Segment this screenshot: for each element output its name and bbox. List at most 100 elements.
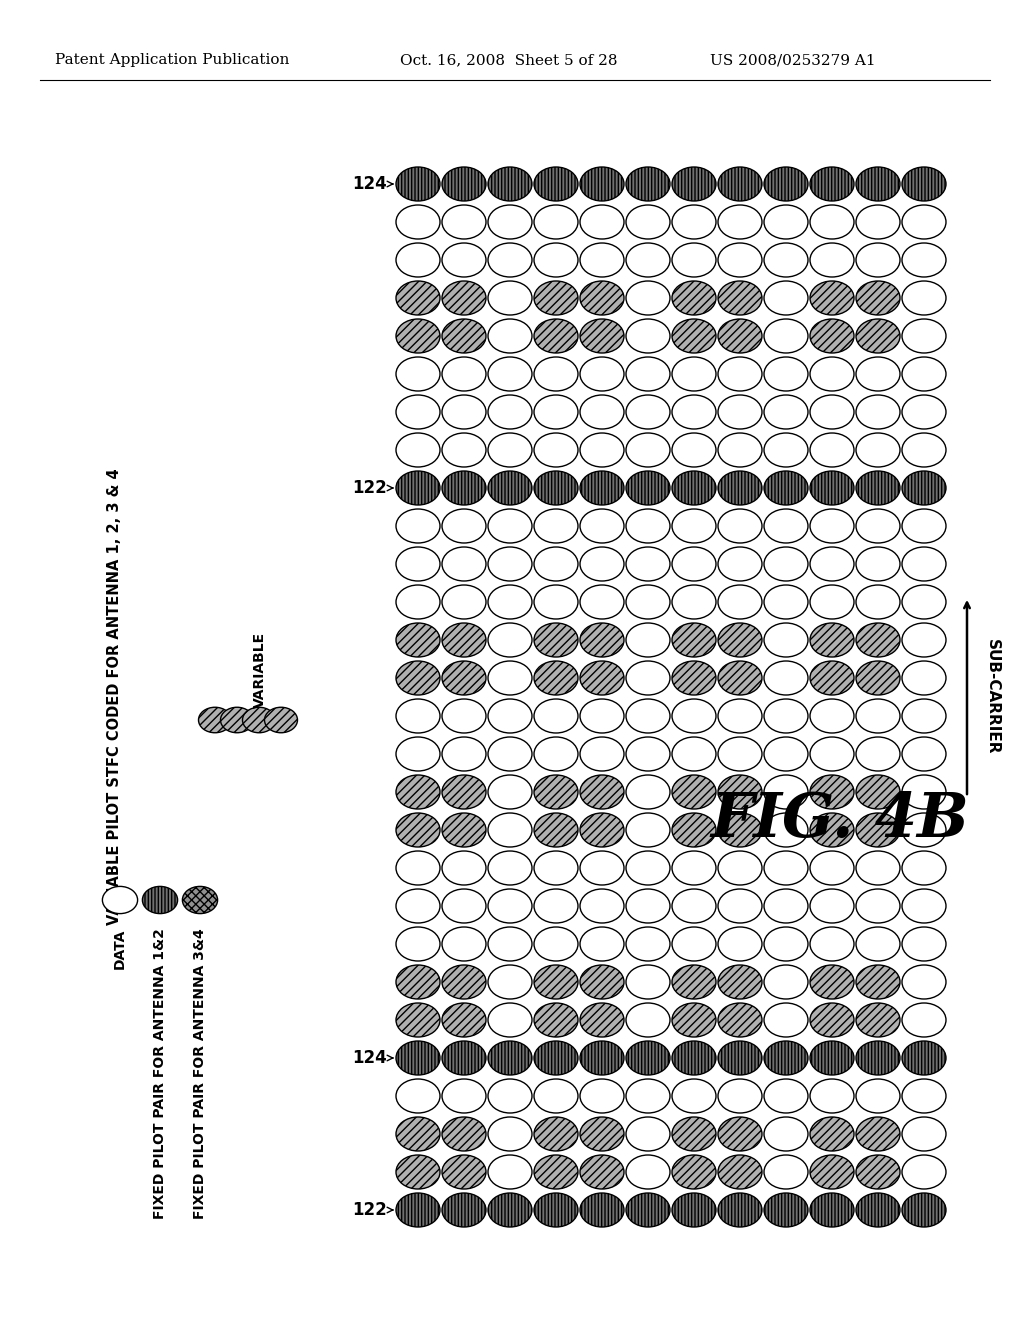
Ellipse shape — [718, 510, 762, 543]
Ellipse shape — [580, 433, 624, 467]
Ellipse shape — [718, 1155, 762, 1189]
Ellipse shape — [764, 205, 808, 239]
Ellipse shape — [396, 1117, 440, 1151]
Text: 124: 124 — [352, 176, 387, 193]
Ellipse shape — [488, 1041, 532, 1074]
Ellipse shape — [580, 319, 624, 352]
Ellipse shape — [764, 661, 808, 696]
Ellipse shape — [672, 168, 716, 201]
Ellipse shape — [902, 1117, 946, 1151]
Ellipse shape — [534, 775, 578, 809]
Ellipse shape — [764, 433, 808, 467]
Ellipse shape — [810, 927, 854, 961]
Ellipse shape — [442, 510, 486, 543]
Ellipse shape — [488, 546, 532, 581]
Ellipse shape — [534, 888, 578, 923]
Ellipse shape — [856, 661, 900, 696]
Ellipse shape — [902, 433, 946, 467]
Ellipse shape — [856, 1041, 900, 1074]
Ellipse shape — [672, 661, 716, 696]
Ellipse shape — [810, 356, 854, 391]
Text: SUB-CARRIER: SUB-CARRIER — [985, 639, 1000, 755]
Ellipse shape — [534, 471, 578, 506]
Ellipse shape — [534, 1078, 578, 1113]
Ellipse shape — [626, 1041, 670, 1074]
Ellipse shape — [902, 661, 946, 696]
Ellipse shape — [672, 433, 716, 467]
Ellipse shape — [534, 1041, 578, 1074]
Ellipse shape — [396, 1003, 440, 1038]
Ellipse shape — [396, 1041, 440, 1074]
Ellipse shape — [856, 623, 900, 657]
Ellipse shape — [534, 546, 578, 581]
Ellipse shape — [672, 205, 716, 239]
Ellipse shape — [580, 1155, 624, 1189]
Ellipse shape — [672, 700, 716, 733]
Ellipse shape — [764, 1078, 808, 1113]
Ellipse shape — [810, 1193, 854, 1228]
Text: FIXED PILOT PAIR FOR ANTENNA 1&2: FIXED PILOT PAIR FOR ANTENNA 1&2 — [153, 928, 167, 1220]
Ellipse shape — [764, 243, 808, 277]
Ellipse shape — [810, 319, 854, 352]
Ellipse shape — [810, 281, 854, 315]
Ellipse shape — [718, 1041, 762, 1074]
Ellipse shape — [672, 471, 716, 506]
Ellipse shape — [534, 433, 578, 467]
Ellipse shape — [488, 927, 532, 961]
Ellipse shape — [534, 851, 578, 884]
Ellipse shape — [626, 205, 670, 239]
Ellipse shape — [672, 1078, 716, 1113]
Ellipse shape — [442, 1078, 486, 1113]
Ellipse shape — [856, 471, 900, 506]
Ellipse shape — [810, 623, 854, 657]
Ellipse shape — [580, 243, 624, 277]
Ellipse shape — [580, 851, 624, 884]
Ellipse shape — [534, 1117, 578, 1151]
Ellipse shape — [856, 851, 900, 884]
Ellipse shape — [580, 888, 624, 923]
Ellipse shape — [488, 737, 532, 771]
Ellipse shape — [856, 546, 900, 581]
Ellipse shape — [902, 775, 946, 809]
Text: FIG. 4B: FIG. 4B — [711, 789, 970, 850]
Ellipse shape — [442, 546, 486, 581]
Ellipse shape — [534, 927, 578, 961]
Ellipse shape — [442, 813, 486, 847]
Ellipse shape — [442, 319, 486, 352]
Ellipse shape — [488, 623, 532, 657]
Ellipse shape — [396, 356, 440, 391]
Ellipse shape — [442, 168, 486, 201]
Ellipse shape — [396, 319, 440, 352]
Ellipse shape — [580, 395, 624, 429]
Ellipse shape — [626, 1193, 670, 1228]
Ellipse shape — [534, 813, 578, 847]
Ellipse shape — [902, 168, 946, 201]
Ellipse shape — [856, 1117, 900, 1151]
Ellipse shape — [442, 965, 486, 999]
Ellipse shape — [580, 1003, 624, 1038]
Ellipse shape — [580, 471, 624, 506]
Ellipse shape — [626, 585, 670, 619]
Ellipse shape — [488, 700, 532, 733]
Ellipse shape — [764, 775, 808, 809]
Ellipse shape — [488, 775, 532, 809]
Ellipse shape — [488, 888, 532, 923]
Ellipse shape — [488, 356, 532, 391]
Ellipse shape — [396, 737, 440, 771]
Ellipse shape — [672, 1003, 716, 1038]
Ellipse shape — [856, 1078, 900, 1113]
Ellipse shape — [856, 205, 900, 239]
Ellipse shape — [856, 1155, 900, 1189]
Ellipse shape — [718, 851, 762, 884]
Ellipse shape — [488, 813, 532, 847]
Ellipse shape — [580, 1078, 624, 1113]
Ellipse shape — [396, 1193, 440, 1228]
Ellipse shape — [534, 585, 578, 619]
Ellipse shape — [718, 433, 762, 467]
Ellipse shape — [718, 471, 762, 506]
Ellipse shape — [718, 281, 762, 315]
Ellipse shape — [672, 1155, 716, 1189]
Ellipse shape — [396, 510, 440, 543]
Ellipse shape — [396, 965, 440, 999]
Ellipse shape — [764, 585, 808, 619]
